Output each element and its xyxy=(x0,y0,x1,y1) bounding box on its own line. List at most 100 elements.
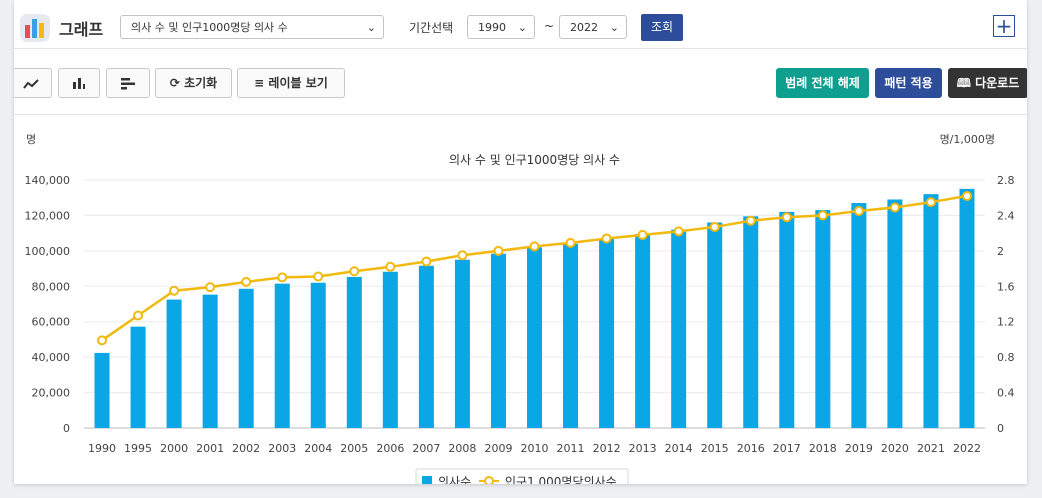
y2-tick-label: 0.8 xyxy=(997,351,1015,364)
bar xyxy=(563,243,579,428)
y-tick-label: 60,000 xyxy=(32,316,71,329)
x-tick-label: 2017 xyxy=(773,442,801,455)
top-bar: 그래프 의사 수 및 인구1000명당 의사 수 ⌄ 기간선택 1990 ⌄ ~… xyxy=(14,0,1027,49)
line-point xyxy=(133,310,144,321)
line-chart-button[interactable] xyxy=(14,68,52,98)
download-label: 다운로드 xyxy=(975,76,1020,90)
y-tick-label: 140,000 xyxy=(25,174,71,187)
line-point xyxy=(457,250,468,261)
bar xyxy=(346,276,362,428)
chart-toolbar: ⟳ 초기화 ≡ 레이블 보기 범례 전체 해제 패턴 적용 🕮 다운로드 xyxy=(14,48,1027,115)
bar xyxy=(238,288,254,428)
bar xyxy=(382,271,398,428)
line-point xyxy=(601,233,612,244)
line-point xyxy=(205,282,216,293)
chevron-down-icon: ⌄ xyxy=(366,21,376,34)
x-tick-label: 2004 xyxy=(304,442,332,455)
pattern-button[interactable]: 패턴 적용 xyxy=(875,68,942,98)
page-title: 그래프 xyxy=(59,20,104,39)
x-tick-label: 2022 xyxy=(953,442,981,455)
line-point xyxy=(673,226,684,237)
reset-button[interactable]: ⟳ 초기화 xyxy=(155,68,232,98)
line-point xyxy=(781,212,792,223)
bar xyxy=(94,352,110,428)
bar xyxy=(707,222,723,428)
line-point xyxy=(853,206,864,216)
x-tick-label: 2011 xyxy=(557,442,585,455)
x-tick-label: 2001 xyxy=(196,442,224,455)
y-tick-label: 20,000 xyxy=(32,387,71,400)
legend-swatch-bar xyxy=(422,476,432,484)
bar xyxy=(851,203,867,428)
line-point xyxy=(493,245,504,256)
bar xyxy=(923,194,939,428)
chart-logo-icon xyxy=(20,14,50,42)
bar xyxy=(959,188,975,428)
legend-label-line: 인구1,000명당의사수 xyxy=(505,475,617,484)
x-tick-label: 2020 xyxy=(881,442,909,455)
download-button[interactable]: 🕮 다운로드 xyxy=(948,68,1027,98)
bar xyxy=(130,326,146,428)
chart-title: 의사 수 및 인구1000명당 의사 수 xyxy=(449,153,620,167)
period-label: 기간선택 xyxy=(409,21,454,35)
bar xyxy=(599,238,615,428)
query-button[interactable]: 조회 xyxy=(641,14,683,41)
line-point xyxy=(529,241,540,252)
y2-tick-label: 2.8 xyxy=(997,174,1015,187)
line-point xyxy=(385,261,396,272)
label-view-button[interactable]: ≡ 레이블 보기 xyxy=(237,68,345,98)
list-icon: ≡ xyxy=(254,76,265,90)
bar xyxy=(743,216,759,428)
book-icon: 🕮 xyxy=(956,76,971,90)
bar xyxy=(202,294,218,428)
x-tick-label: 2003 xyxy=(268,442,296,455)
x-tick-label: 2007 xyxy=(412,442,440,455)
x-tick-label: 2009 xyxy=(484,442,512,455)
line-point xyxy=(169,285,180,296)
y-tick-label: 40,000 xyxy=(32,351,71,364)
x-tick-label: 2010 xyxy=(521,442,549,455)
y2-tick-label: 2 xyxy=(997,245,1004,258)
bar xyxy=(310,282,326,428)
bar xyxy=(454,259,470,428)
end-year-select[interactable]: 2022 ⌄ xyxy=(559,15,627,39)
line-point xyxy=(745,215,756,226)
label-view-label: 레이블 보기 xyxy=(268,76,328,90)
legend-swatch-point xyxy=(484,476,494,484)
bar xyxy=(779,211,795,428)
line-point xyxy=(889,202,900,213)
y2-tick-label: 2.4 xyxy=(997,209,1015,222)
y2-tick-label: 1.2 xyxy=(997,316,1015,329)
horizontal-bar-icon xyxy=(121,78,135,90)
start-year-select[interactable]: 1990 ⌄ xyxy=(467,15,535,39)
x-tick-label: 1990 xyxy=(88,442,116,455)
y-axis-unit-left: 명 xyxy=(26,133,36,146)
x-tick-label: 1995 xyxy=(124,442,152,455)
line-chart-icon xyxy=(23,78,39,89)
bar xyxy=(418,265,434,428)
combo-chart: 의사 수 및 인구1000명당 의사 수 명 명/1,000명 0 0 20,000 0.4… xyxy=(25,133,1015,484)
line-point xyxy=(709,221,720,232)
x-tick-label: 2000 xyxy=(160,442,188,455)
chart-panel: 그래프 의사 수 및 인구1000명당 의사 수 ⌄ 기간선택 1990 ⌄ ~… xyxy=(14,0,1027,484)
horizontal-bar-button[interactable] xyxy=(106,68,150,98)
chevron-down-icon: ⌄ xyxy=(517,21,527,34)
y-tick-label: 80,000 xyxy=(32,280,71,293)
indicator-select-value: 의사 수 및 인구1000명당 의사 수 xyxy=(131,21,288,34)
bar-chart-button[interactable] xyxy=(58,68,100,98)
y2-tick-label: 0 xyxy=(997,422,1004,435)
legend-clear-button[interactable]: 범례 전체 해제 xyxy=(776,68,869,98)
refresh-icon: ⟳ xyxy=(169,76,180,90)
chevron-down-icon: ⌄ xyxy=(609,21,619,34)
y-tick-label: 120,000 xyxy=(25,209,71,222)
range-separator: ~ xyxy=(544,19,555,33)
end-year-value: 2022 xyxy=(570,21,598,34)
line-point xyxy=(421,256,432,267)
x-tick-label: 2019 xyxy=(845,442,873,455)
y2-tick-label: 1.6 xyxy=(997,280,1015,293)
indicator-select[interactable]: 의사 수 및 인구1000명당 의사 수 ⌄ xyxy=(120,15,384,39)
reset-label: 초기화 xyxy=(184,76,218,90)
add-button[interactable]: + xyxy=(993,15,1015,37)
line-point xyxy=(565,237,576,248)
x-tick-label: 2014 xyxy=(665,442,693,455)
